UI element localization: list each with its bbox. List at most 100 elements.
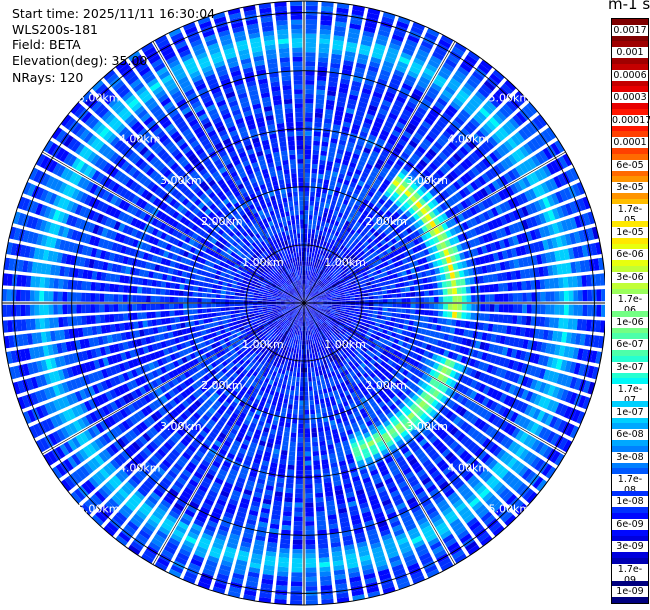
range-gate xyxy=(401,309,406,313)
range-gate xyxy=(395,318,400,323)
range-gate xyxy=(305,479,312,484)
range-gate xyxy=(313,215,317,220)
range-gate xyxy=(304,349,306,354)
range-gate xyxy=(314,206,318,211)
range-gate xyxy=(311,428,317,433)
range-gate xyxy=(315,488,323,493)
range-gate xyxy=(305,503,313,508)
range-gate xyxy=(290,367,294,372)
range-gate xyxy=(545,292,550,302)
range-gate xyxy=(320,375,324,380)
range-gate xyxy=(536,304,541,314)
range-gate xyxy=(296,382,300,387)
range-gate xyxy=(392,294,397,298)
range-gate xyxy=(299,414,304,419)
range-gate xyxy=(306,29,317,34)
range-gate xyxy=(300,391,304,396)
range-gate xyxy=(318,427,324,432)
range-gate xyxy=(305,61,315,66)
range-gate xyxy=(290,390,294,395)
range-gate xyxy=(308,368,311,373)
range-gate xyxy=(312,446,318,451)
range-gate xyxy=(320,450,327,455)
range-gate xyxy=(304,345,306,350)
range-gate xyxy=(507,315,512,324)
range-gate xyxy=(469,322,475,329)
range-gate xyxy=(312,155,318,160)
range-gate xyxy=(363,313,368,316)
range-gate xyxy=(283,365,287,370)
range-gate xyxy=(315,234,319,239)
range-gate xyxy=(350,293,355,296)
range-gate xyxy=(305,113,313,118)
range-gate xyxy=(443,296,448,302)
range-gate xyxy=(403,325,409,330)
range-gate xyxy=(316,225,320,230)
range-gate xyxy=(490,304,495,312)
range-gate xyxy=(387,312,392,316)
range-gate xyxy=(301,363,304,368)
range-gate xyxy=(287,469,294,474)
range-gate xyxy=(308,377,312,382)
range-gate xyxy=(397,293,402,297)
range-gate xyxy=(284,427,290,432)
range-gate xyxy=(292,558,302,563)
range-gate xyxy=(369,307,374,310)
range-gate xyxy=(350,311,355,314)
range-gate xyxy=(410,292,415,297)
range-gate xyxy=(308,363,311,368)
range-gate xyxy=(527,304,532,313)
range-gate xyxy=(324,393,329,398)
range-gate xyxy=(311,363,314,368)
range-gate xyxy=(291,381,295,386)
range-gate xyxy=(287,380,291,385)
range-gate xyxy=(306,544,316,549)
range-gate xyxy=(288,465,295,470)
range-gate xyxy=(292,423,297,428)
range-gate xyxy=(324,478,332,484)
range-gate xyxy=(305,493,313,498)
range-gate xyxy=(323,301,328,302)
range-gate xyxy=(305,103,313,108)
range-gate xyxy=(424,310,429,315)
range-gate xyxy=(306,57,316,62)
range-gate xyxy=(462,304,467,311)
range-gate xyxy=(278,368,282,373)
range-gate xyxy=(469,277,475,284)
range-gate xyxy=(354,292,359,295)
range-gate xyxy=(378,291,383,295)
range-gate xyxy=(439,304,444,310)
range-gate xyxy=(311,344,314,349)
range-gate xyxy=(429,290,434,296)
range-gate xyxy=(400,319,405,324)
range-gate xyxy=(321,146,328,151)
range-gate xyxy=(434,304,439,309)
range-gate xyxy=(310,201,314,206)
range-gate xyxy=(321,236,325,241)
range-gate xyxy=(317,178,323,183)
range-gate xyxy=(453,304,458,310)
range-gate xyxy=(290,442,296,447)
range-gate xyxy=(304,354,306,359)
range-gate xyxy=(318,548,328,554)
range-gate xyxy=(282,525,291,530)
range-gate xyxy=(280,455,287,460)
range-gate xyxy=(322,141,329,146)
range-gate xyxy=(276,580,288,586)
range-gate xyxy=(305,85,314,90)
range-gate xyxy=(460,321,465,328)
range-gate xyxy=(290,352,293,357)
range-gate xyxy=(312,169,318,174)
range-gate xyxy=(513,304,518,313)
range-gate xyxy=(374,303,379,306)
range-gate xyxy=(280,543,290,548)
range-gate xyxy=(531,292,536,301)
range-gate xyxy=(284,502,292,507)
range-gate xyxy=(305,326,306,331)
range-gate xyxy=(305,122,312,127)
range-gate xyxy=(305,401,309,406)
range-gate xyxy=(406,304,411,308)
range-gate xyxy=(305,108,313,113)
range-gate xyxy=(311,257,314,262)
range-gate xyxy=(305,136,312,141)
